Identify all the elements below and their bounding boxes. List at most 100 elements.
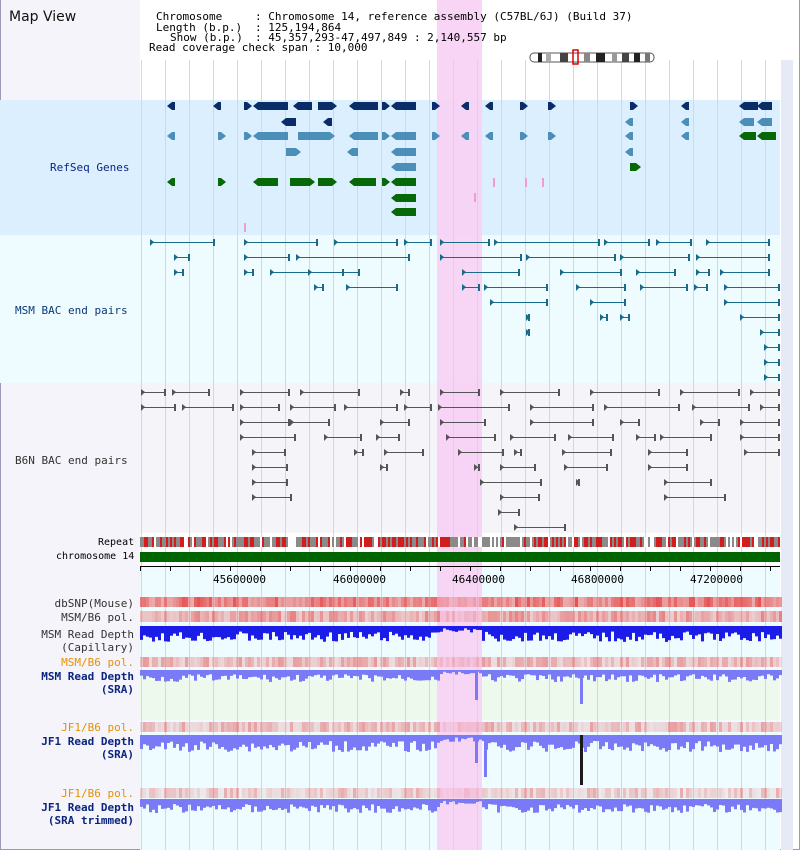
refseq-gene[interactable] — [258, 102, 288, 110]
jf1-sra-depth-bar — [503, 735, 506, 745]
bac-end — [240, 389, 244, 396]
refseq-gene[interactable] — [172, 178, 175, 186]
refseq-gene[interactable] — [258, 178, 278, 186]
refseq-gene[interactable] — [396, 148, 416, 156]
jf1-sra-depth-bar — [167, 735, 170, 744]
track-label-b6n-bac-end-pairs[interactable]: B6N BAC end pairs — [15, 454, 128, 467]
msm-capillary-depth-bar — [587, 626, 590, 633]
msm-b6-pol-sra-bin — [380, 657, 383, 667]
jf1-sra-depth-bar — [212, 735, 215, 743]
refseq-gene[interactable] — [328, 118, 332, 126]
refseq-gene[interactable] — [630, 118, 633, 126]
refseq-gene[interactable] — [396, 102, 416, 110]
refseq-gene[interactable] — [744, 102, 758, 110]
repeat-element — [558, 537, 560, 547]
refseq-gene[interactable] — [396, 132, 416, 140]
refseq-gene[interactable] — [396, 163, 416, 171]
refseq-gene[interactable] — [286, 118, 296, 126]
refseq-gene[interactable] — [630, 132, 633, 140]
jf1-trimmed-depth-bar — [281, 799, 284, 810]
msm-capillary-depth-bar — [578, 626, 581, 634]
jf1-trimmed-depth-bar — [332, 799, 335, 807]
jf1-b6-pol-trimmed-bin — [227, 788, 230, 798]
refseq-gene[interactable] — [630, 163, 636, 171]
refseq-gene[interactable] — [520, 132, 523, 140]
msm-sra-depth-bar — [620, 670, 623, 677]
refseq-gene[interactable] — [686, 118, 689, 126]
msm-sra-depth-bar — [722, 670, 725, 675]
repeat-element — [346, 537, 348, 547]
bac-end — [498, 509, 502, 516]
refseq-gene[interactable] — [218, 102, 221, 110]
msm-sra-depth-bar — [473, 670, 476, 674]
repeat-element — [744, 537, 746, 547]
chromosome-bar[interactable] — [140, 552, 780, 562]
refseq-gene[interactable] — [354, 132, 378, 140]
refseq-gene[interactable] — [762, 132, 776, 140]
refseq-gene[interactable] — [298, 102, 312, 110]
jf1-b6-pol-trimmed-bin — [185, 788, 188, 798]
refseq-gene[interactable] — [744, 132, 756, 140]
refseq-gene[interactable] — [318, 102, 332, 110]
refseq-gene[interactable] — [432, 102, 435, 110]
refseq-gene[interactable] — [382, 132, 385, 140]
refseq-gene[interactable] — [432, 132, 435, 140]
jf1-b6-pol-bin — [728, 722, 731, 732]
refseq-gene[interactable] — [352, 148, 358, 156]
refseq-gene[interactable] — [218, 132, 221, 140]
dbsnp-bin — [143, 597, 146, 607]
refseq-gene[interactable] — [286, 148, 296, 156]
refseq-gene[interactable] — [466, 102, 469, 110]
msm-capillary-depth-bar — [221, 626, 224, 640]
refseq-gene[interactable] — [548, 132, 551, 140]
refseq-gene[interactable] — [298, 132, 330, 140]
selected-region-highlight[interactable] — [437, 0, 482, 850]
bac-end — [362, 449, 364, 456]
refseq-gene[interactable] — [490, 102, 493, 110]
refseq-gene[interactable] — [382, 102, 385, 110]
msm-b6-pol-bin — [425, 611, 428, 622]
refseq-gene[interactable] — [630, 102, 633, 110]
refseq-gene[interactable] — [490, 132, 493, 140]
refseq-gene[interactable] — [762, 118, 772, 126]
refseq-gene[interactable] — [218, 178, 221, 186]
dbsnp-bin — [164, 597, 167, 607]
refseq-gene[interactable] — [548, 102, 551, 110]
refseq-gene[interactable] — [244, 102, 247, 110]
refseq-gene[interactable] — [396, 208, 416, 216]
refseq-gene[interactable] — [258, 132, 288, 140]
track-label-msm-depth-sra-2: (SRA) — [100, 683, 134, 696]
refseq-gene[interactable] — [244, 132, 247, 140]
refseq-gene[interactable] — [172, 132, 175, 140]
jf1-sra-depth-bar — [632, 735, 635, 744]
jf1-trimmed-depth-bar — [188, 799, 191, 805]
refseq-gene[interactable] — [396, 194, 416, 202]
track-label-msm-bac-end-pairs[interactable]: MSM BAC end pairs — [15, 304, 128, 317]
refseq-gene[interactable] — [354, 178, 376, 186]
repeat-element — [488, 537, 490, 547]
refseq-gene[interactable] — [762, 102, 772, 110]
refseq-gene[interactable] — [520, 102, 523, 110]
gene-arrow — [739, 118, 744, 126]
refseq-gene[interactable] — [396, 178, 416, 186]
refseq-gene[interactable] — [686, 102, 689, 110]
refseq-gene[interactable] — [466, 132, 469, 140]
track-label-refseq-genes[interactable]: RefSeq Genes — [50, 161, 130, 174]
refseq-gene[interactable] — [172, 102, 175, 110]
msm-capillary-depth-bar — [308, 626, 311, 633]
jf1-b6-pol-trimmed-bin — [707, 788, 710, 798]
refseq-marker — [493, 178, 495, 187]
msm-capillary-depth-bar — [362, 626, 365, 637]
refseq-gene[interactable] — [744, 118, 754, 126]
jf1-sra-depth-bar — [350, 735, 353, 750]
refseq-gene[interactable] — [290, 178, 310, 186]
refseq-gene[interactable] — [382, 178, 385, 186]
msm-b6-pol-sra-bin — [326, 657, 329, 667]
refseq-gene[interactable] — [630, 148, 633, 156]
scrollbar-track[interactable] — [781, 60, 793, 850]
msm-sra-depth-bar — [713, 670, 716, 675]
refseq-gene[interactable] — [686, 132, 689, 140]
refseq-gene[interactable] — [318, 178, 332, 186]
refseq-gene[interactable] — [354, 102, 378, 110]
